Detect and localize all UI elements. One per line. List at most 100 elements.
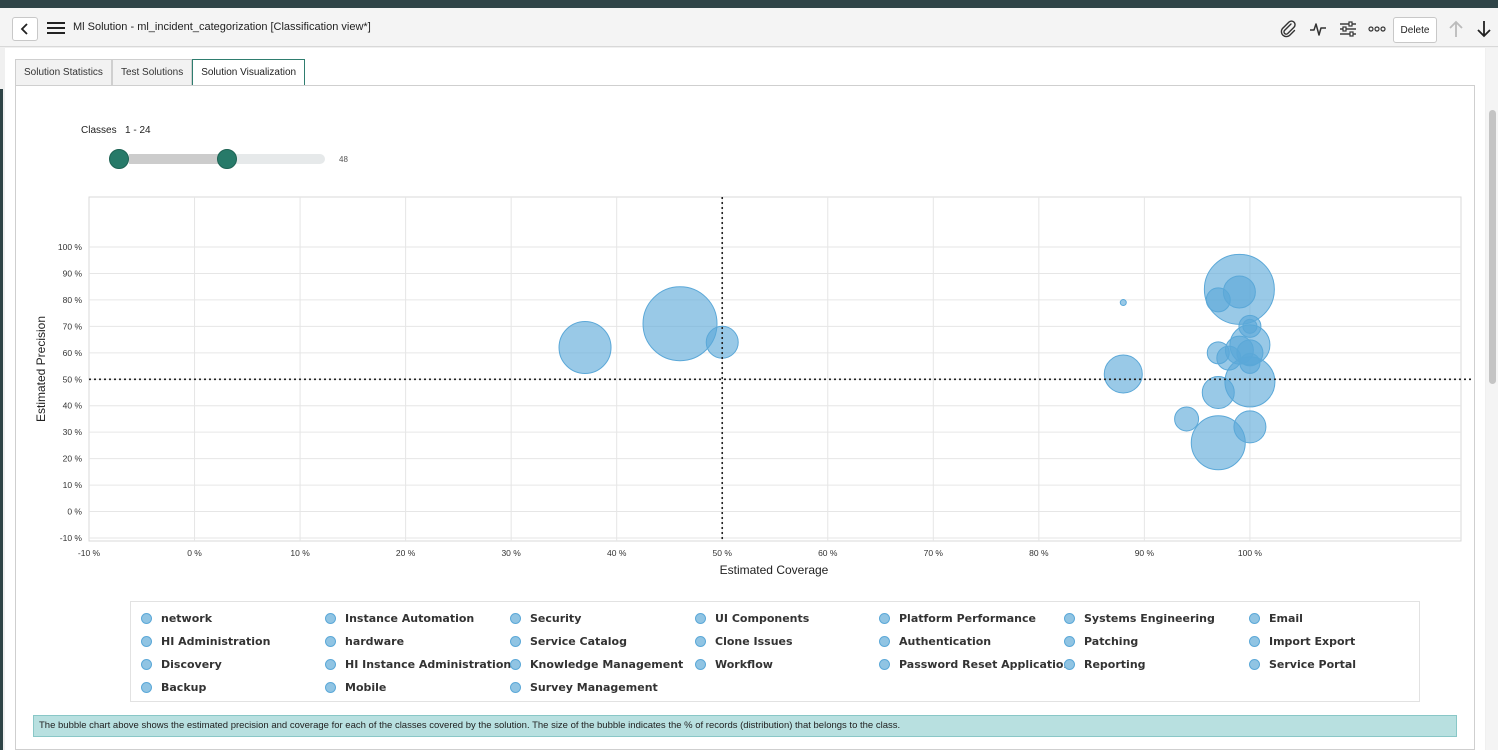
legend-item[interactable]: HI Instance Administration <box>325 656 511 672</box>
legend-item[interactable]: Knowledge Management <box>510 656 683 672</box>
legend-item[interactable]: Workflow <box>695 656 773 672</box>
attachment-button[interactable] <box>1277 18 1299 40</box>
legend-marker <box>325 635 336 647</box>
legend-label: Clone Issues <box>715 634 793 648</box>
legend-item[interactable]: Service Catalog <box>510 633 627 649</box>
legend-marker <box>879 635 890 647</box>
legend-marker <box>695 635 706 647</box>
legend-item[interactable]: Backup <box>141 679 206 695</box>
tab-solution-statistics[interactable]: Solution Statistics <box>15 59 112 85</box>
legend-item[interactable]: Authentication <box>879 633 991 649</box>
chevron-left-icon <box>20 23 28 35</box>
legend-item[interactable]: Password Reset Application <box>879 656 1071 672</box>
tab-solution-visualization[interactable]: Solution Visualization <box>192 59 306 86</box>
previous-record-button[interactable] <box>1445 18 1467 40</box>
legend-item[interactable]: Platform Performance <box>879 610 1036 626</box>
legend-label: Reporting <box>1084 657 1146 671</box>
legend-item[interactable]: Discovery <box>141 656 222 672</box>
legend-marker <box>1249 635 1260 647</box>
legend-marker <box>141 681 152 693</box>
legend-item[interactable]: Security <box>510 610 581 626</box>
legend-label: Backup <box>161 680 207 694</box>
legend-marker <box>141 635 152 647</box>
bubble-chart: -10 % 0 % 10 % 20 % 30 % 40 % 50 % 60 % 70 % 80 %… <box>34 196 1471 577</box>
back-button[interactable] <box>12 17 38 41</box>
legend-item[interactable]: Email <box>1249 610 1303 626</box>
legend-item[interactable]: HI Administration <box>141 633 270 649</box>
legend-marker <box>325 612 336 624</box>
legend-marker <box>325 681 336 693</box>
x-tick-label: -10 % <box>78 548 101 558</box>
legend-label: Systems Engineering <box>1084 611 1215 625</box>
legend-label: Service Catalog <box>530 634 627 648</box>
legend-label: Platform Performance <box>899 611 1036 625</box>
legend-label: Import Export <box>1269 634 1356 648</box>
bubble-point <box>1103 354 1143 394</box>
bubble-point <box>1174 406 1200 432</box>
classes-filter-label: Classes <box>81 125 117 136</box>
legend-label: Knowledge Management <box>530 657 684 671</box>
sliders-icon <box>1340 21 1356 37</box>
paperclip-icon <box>1280 20 1296 38</box>
legend-item[interactable]: UI Components <box>695 610 809 626</box>
legend-label: Security <box>530 611 582 625</box>
slider-handle-high[interactable] <box>216 149 237 169</box>
legend-item[interactable]: Import Export <box>1249 633 1355 649</box>
legend-label: UI Components <box>715 611 810 625</box>
legend-item[interactable]: Clone Issues <box>695 633 793 649</box>
hamburger-menu-button[interactable] <box>46 19 66 37</box>
activity-button[interactable] <box>1307 18 1329 40</box>
legend-label: Discovery <box>161 657 222 671</box>
legend-item[interactable]: Service Portal <box>1249 656 1356 672</box>
top-strip <box>0 0 1498 8</box>
more-options-button[interactable] <box>1366 18 1388 40</box>
bubble-point <box>1222 275 1256 309</box>
page-scrollbar[interactable] <box>1486 48 1498 750</box>
legend-item[interactable]: Reporting <box>1064 656 1146 672</box>
tab-test-solutions[interactable]: Test Solutions <box>111 59 193 85</box>
legend-item[interactable]: Systems Engineering <box>1064 610 1215 626</box>
y-axis-title: Estimated Precision <box>34 316 48 422</box>
legend-marker <box>1249 612 1260 624</box>
legend-marker <box>695 612 706 624</box>
legend-label: Survey Management <box>530 680 658 694</box>
y-tick-label: 80 % <box>63 295 83 305</box>
legend-label: Mobile <box>345 680 387 694</box>
slider-handle-low[interactable] <box>109 149 129 169</box>
bubble-point <box>1239 352 1261 374</box>
legend-item[interactable]: hardware <box>325 633 404 649</box>
y-tick-label: 50 % <box>63 374 83 384</box>
legend-label: Service Portal <box>1269 657 1357 671</box>
tab-bar: Solution Statistics Test Solutions Solut… <box>15 59 306 86</box>
legend-marker <box>325 658 336 670</box>
hamburger-icon <box>47 22 65 34</box>
x-tick-label: 70 % <box>924 548 944 558</box>
legend-item[interactable]: Patching <box>1064 633 1138 649</box>
y-tick-label: 60 % <box>63 348 83 358</box>
legend-marker <box>510 612 521 624</box>
next-record-button[interactable] <box>1473 18 1495 40</box>
legend-marker <box>879 658 890 670</box>
y-tick-label: 30 % <box>63 427 83 437</box>
legend-item[interactable]: Mobile <box>325 679 386 695</box>
bubble-point <box>642 286 718 362</box>
legend-item[interactable]: network <box>141 610 212 626</box>
scrollbar-thumb[interactable] <box>1489 110 1496 384</box>
x-axis-title: Estimated Coverage <box>720 563 829 577</box>
y-tick-label: 20 % <box>63 454 83 464</box>
legend-item[interactable]: Survey Management <box>510 679 658 695</box>
legend-item[interactable]: Instance Automation <box>325 610 474 626</box>
left-edge-bar <box>0 89 3 750</box>
y-tick-label: -10 % <box>60 533 83 543</box>
personalize-form-button[interactable] <box>1337 18 1359 40</box>
legend-marker <box>510 681 521 693</box>
x-tick-label: 30 % <box>501 548 521 558</box>
legend-label: network <box>161 611 213 625</box>
chart-info-message: The bubble chart above shows the estimat… <box>33 715 1457 737</box>
bubble-point <box>1119 299 1127 307</box>
x-tick-label: 50 % <box>713 548 733 558</box>
legend-marker <box>695 658 706 670</box>
delete-button[interactable]: Delete <box>1393 17 1437 43</box>
bubble-point <box>558 321 612 375</box>
legend-label: hardware <box>345 634 405 648</box>
